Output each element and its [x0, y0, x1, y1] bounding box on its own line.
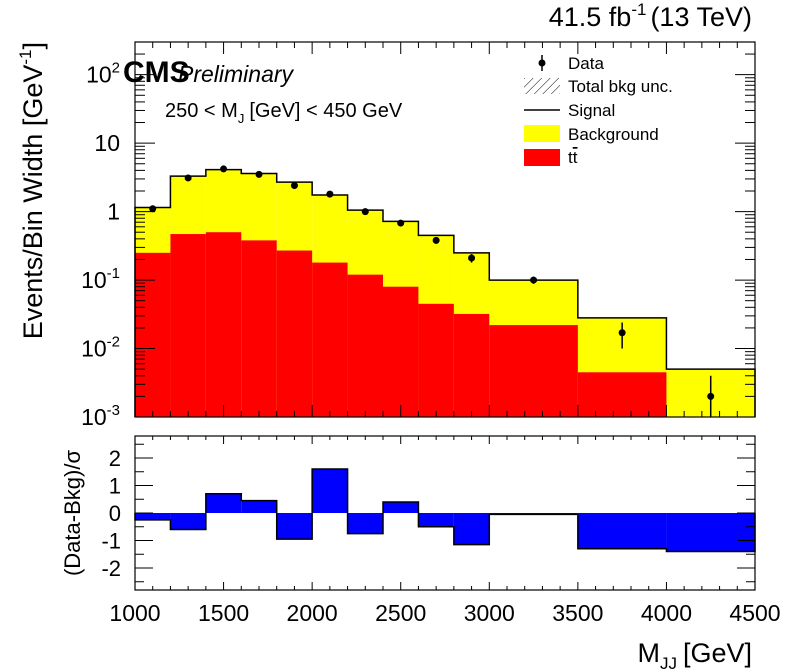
ttbar-bar-9	[453, 313, 490, 417]
ttbar-bar-4	[276, 250, 313, 417]
data-point-10	[530, 276, 538, 284]
pull-bar-6	[347, 513, 383, 534]
pull-bar-1	[170, 513, 206, 530]
selection-label: 250 < MJ [GeV] < 450 GeV	[165, 100, 403, 126]
preliminary-label: Preliminary	[178, 61, 295, 87]
data-point-1	[184, 174, 192, 182]
top-y-tick-label-3: 1	[107, 199, 120, 225]
x-tick-label-5: 3500	[552, 600, 603, 626]
x-tick-label-4: 3000	[464, 600, 515, 626]
legend: Data Total bkg unc. Signal Background tt	[524, 54, 673, 167]
ttbar-bar-2	[205, 232, 242, 417]
ttbar-bar-10	[489, 325, 578, 417]
x-tick-label-2: 2000	[287, 600, 338, 626]
bottom-y-axis: -2-1 01 2	[101, 443, 755, 583]
ttbar-bar-3	[241, 240, 277, 417]
data-point-6	[361, 208, 369, 216]
x-tick-label-0: 1000	[109, 600, 160, 626]
pull-bar-4	[276, 513, 313, 540]
stacked-histogram	[135, 169, 755, 417]
pull-histogram	[134, 468, 756, 553]
bottom-y-axis-title: (Data-Bkg)/σ	[60, 450, 85, 576]
x-axis-title: MJJ [GeV]	[637, 638, 752, 672]
data-point-5	[326, 190, 334, 198]
top-frame	[134, 41, 756, 418]
data-points	[149, 165, 715, 417]
legend-label-signal: Signal	[568, 101, 615, 120]
lumi-label: 41.5 fb-1 (13 TeV)	[549, 0, 752, 32]
pull-outline	[134, 468, 756, 553]
legend-label-ttbar: tt	[568, 148, 578, 167]
legend-label-bkg-unc: Total bkg unc.	[568, 77, 673, 96]
pull-bar-0	[135, 513, 171, 520]
bottom-y-tick-label-1: -1	[101, 529, 121, 554]
ttbar-bar-5	[312, 262, 348, 417]
bottom-y-tick-label-3: 1	[109, 474, 121, 499]
ttbar-bar-8	[418, 303, 454, 417]
bottom-y-tick-label-4: 2	[109, 446, 121, 471]
top-y-axis-title: Events/Bin Width [GeV-1]	[16, 42, 48, 339]
ttbar-bar-6	[347, 274, 383, 417]
data-point-2	[220, 165, 228, 173]
ttbar-bar-1	[170, 234, 206, 417]
pull-bar-7	[383, 502, 419, 513]
data-point-9	[468, 254, 476, 262]
bottom-x-axis: 1000 1500 2000 2500 3000 3500 4000 4500	[109, 436, 781, 626]
pull-bar-3	[241, 500, 277, 513]
pull-bar-5	[312, 469, 348, 513]
pull-bar-8	[418, 513, 454, 527]
main-plot-pad: 10-3 10-2 10-1 1 10 102 CMS Preliminary 250 <…	[16, 41, 756, 430]
ttbar-bar-7	[383, 286, 419, 417]
data-point-4	[290, 182, 298, 190]
legend-entry-ttbar: tt	[524, 148, 578, 167]
cms-label: CMS	[123, 56, 190, 89]
ttbar-bar-11	[577, 372, 667, 417]
data-point-11	[618, 329, 626, 337]
bottom-y-tick-label-2: 0	[109, 501, 121, 526]
ratio-pad: -2-1 01 2 1000 1500 2000 2500 3000 3500 4000 4500…	[60, 435, 781, 672]
pull-bar-12	[666, 513, 755, 552]
legend-label-data: Data	[568, 54, 604, 73]
legend-entry-signal: Signal	[524, 101, 615, 120]
pull-bar-9	[453, 513, 490, 545]
x-tick-label-1: 1500	[198, 600, 249, 626]
data-point-3	[255, 170, 263, 178]
legend-entry-background: Background	[524, 125, 659, 144]
top-y-tick-label-5: 102	[86, 60, 120, 88]
data-point-7	[397, 219, 405, 227]
top-x-ticks	[134, 42, 756, 417]
top-y-tick-label-1: 10-2	[81, 334, 120, 362]
x-tick-label-6: 4000	[641, 600, 692, 626]
legend-entry-data: Data	[538, 54, 604, 73]
top-y-tick-label-4: 10	[94, 130, 120, 156]
data-point-0	[149, 205, 157, 213]
ttbar-bar-0	[135, 252, 171, 417]
pull-bar-11	[577, 513, 667, 549]
x-tick-label-7: 4500	[729, 600, 780, 626]
top-y-tick-label-0: 10-3	[81, 402, 120, 430]
legend-entry-bkg-unc: Total bkg unc.	[524, 77, 673, 96]
x-tick-label-3: 2500	[375, 600, 426, 626]
data-point-8	[432, 236, 440, 244]
top-y-tick-label-2: 10-1	[81, 265, 120, 293]
top-y-axis: 10-3 10-2 10-1 1 10 102	[81, 41, 755, 430]
bottom-y-tick-label-0: -2	[101, 556, 121, 581]
data-point-12	[707, 392, 715, 400]
legend-label-background: Background	[568, 125, 659, 144]
pull-bar-2	[205, 493, 242, 513]
